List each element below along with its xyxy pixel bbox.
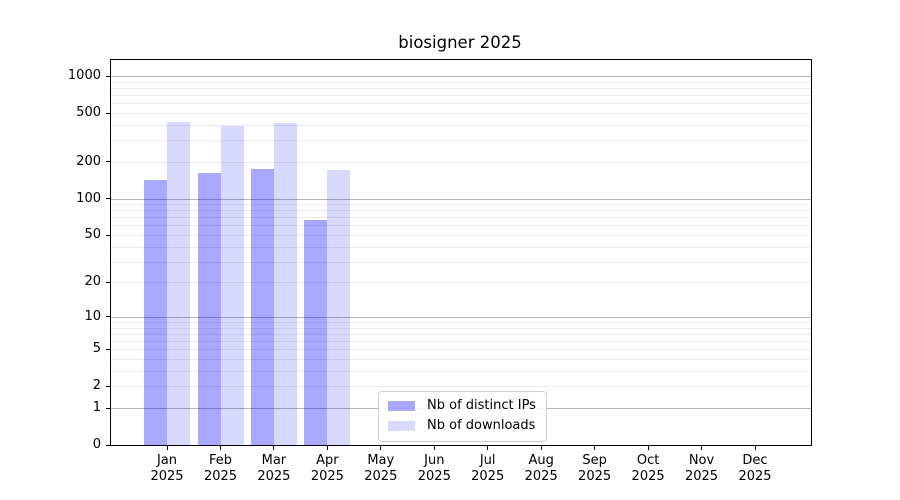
y-gridline-minor-500 <box>111 113 811 114</box>
legend-item-downloads: Nb of downloads <box>388 419 536 433</box>
y-tick-label-10: 10 <box>84 308 101 324</box>
y-tick-label-2: 2 <box>92 378 101 394</box>
y-gridline-minor-300 <box>111 140 811 142</box>
y-tick-label-1: 1 <box>92 400 101 415</box>
x-tick-mark-nov <box>701 446 702 450</box>
y-gridline-minor-50 <box>111 235 811 236</box>
y-gridline-minor-70 <box>111 217 811 219</box>
y-tick-label-200: 200 <box>76 153 101 169</box>
y-tick-mark-500 <box>106 112 110 114</box>
legend-label-downloads: Nb of downloads <box>427 418 536 433</box>
bar-distinct-ips-jan <box>144 179 167 445</box>
y-tick-mark-200 <box>106 161 110 163</box>
legend-swatch-downloads <box>388 421 415 431</box>
x-tick-mark-apr <box>326 446 328 450</box>
y-tick-label-100: 100 <box>76 190 101 206</box>
bar-distinct-ips-mar <box>250 168 274 445</box>
x-tick-mark-feb <box>220 446 221 450</box>
x-tick-mark-jun <box>433 446 435 450</box>
legend-label-distinct-ips: Nb of distinct IPs <box>427 398 536 413</box>
y-gridline-major-100 <box>111 198 811 200</box>
y-gridline-minor-200 <box>111 161 811 163</box>
x-tick-label-nov: Nov 2025 <box>684 453 719 484</box>
y-tick-mark-100 <box>106 198 110 199</box>
x-tick-mark-may <box>380 446 382 450</box>
plot-area: Nb of distinct IPs Nb of downloads 0 1 2 5 1… <box>68 59 812 484</box>
y-gridline-minor-20 <box>111 282 811 284</box>
y-gridline-minor-80 <box>111 210 811 212</box>
y-gridline-major-10 <box>111 316 811 318</box>
legend-item-distinct-ips: Nb of distinct IPs <box>388 399 536 413</box>
y-tick-label-0: 0 <box>92 437 101 452</box>
y-gridline-minor-6 <box>111 341 811 343</box>
x-tick-label-jan: Jan 2025 <box>150 453 184 484</box>
y-tick-mark-0 <box>106 444 110 446</box>
x-tick-mark-sep <box>594 446 596 450</box>
y-gridline-minor-400 <box>111 124 811 126</box>
y-gridline-minor-8 <box>111 327 811 329</box>
y-gridline-minor-3 <box>111 371 811 372</box>
x-tick-mark-jan <box>166 446 168 450</box>
y-gridline-minor-4 <box>111 359 811 360</box>
y-tick-label-20: 20 <box>84 274 101 290</box>
y-gridline-minor-600 <box>111 103 811 105</box>
x-tick-label-jun: Jun 2025 <box>417 453 451 484</box>
y-tick-mark-2 <box>106 385 110 387</box>
bar-downloads-jan <box>167 121 190 445</box>
bar-distinct-ips-feb <box>197 173 221 445</box>
y-gridline-minor-2 <box>111 386 811 388</box>
y-gridline-minor-9 <box>111 322 811 323</box>
x-tick-label-jul: Jul 2025 <box>471 453 505 484</box>
y-tick-mark-5 <box>106 348 110 350</box>
y-gridline-minor-30 <box>111 261 811 263</box>
y-tick-label-5: 5 <box>92 341 101 357</box>
y-tick-mark-10 <box>106 316 110 318</box>
x-tick-mark-oct <box>647 446 649 450</box>
bar-downloads-feb <box>220 126 244 445</box>
y-gridline-minor-40 <box>111 246 811 248</box>
y-gridline-minor-900 <box>111 81 811 83</box>
y-tick-mark-1000 <box>106 75 110 77</box>
bar-downloads-mar <box>273 122 297 445</box>
x-tick-mark-aug <box>540 446 542 450</box>
x-tick-label-feb: Feb 2025 <box>203 453 238 484</box>
x-tick-label-mar: Mar 2025 <box>257 453 291 484</box>
y-gridline-minor-5 <box>111 349 811 351</box>
x-tick-label-aug: Aug 2025 <box>524 453 558 484</box>
y-tick-label-50: 50 <box>84 227 101 242</box>
y-tick-mark-20 <box>106 281 110 283</box>
y-tick-label-500: 500 <box>76 105 101 120</box>
y-gridline-minor-60 <box>111 225 811 227</box>
y-tick-mark-1 <box>106 407 110 409</box>
y-gridline-minor-700 <box>111 95 811 96</box>
x-tick-label-dec: Dec 2025 <box>738 453 772 484</box>
y-gridline-minor-800 <box>111 87 811 89</box>
y-tick-label-1000: 1000 <box>67 68 101 83</box>
y-gridline-major-1000 <box>111 76 811 77</box>
x-tick-mark-jul <box>487 446 489 450</box>
x-tick-label-sep: Sep 2025 <box>578 453 612 484</box>
y-tick-mark-50 <box>106 234 110 236</box>
bar-distinct-ips-apr <box>304 220 328 445</box>
x-tick-label-oct: Oct 2025 <box>631 453 665 484</box>
x-tick-label-apr: Apr 2025 <box>310 453 344 484</box>
y-gridline-minor-7 <box>111 333 811 335</box>
legend-swatch-distinct-ips <box>388 401 415 411</box>
x-tick-mark-dec <box>754 446 756 450</box>
bar-downloads-apr <box>327 169 351 445</box>
y-gridline-minor-90 <box>111 204 811 206</box>
x-tick-mark-mar <box>273 446 275 450</box>
chart-title: biosigner 2025 <box>398 33 522 52</box>
x-tick-label-may: May 2025 <box>364 453 398 484</box>
legend: Nb of distinct IPs Nb of downloads <box>378 391 547 442</box>
